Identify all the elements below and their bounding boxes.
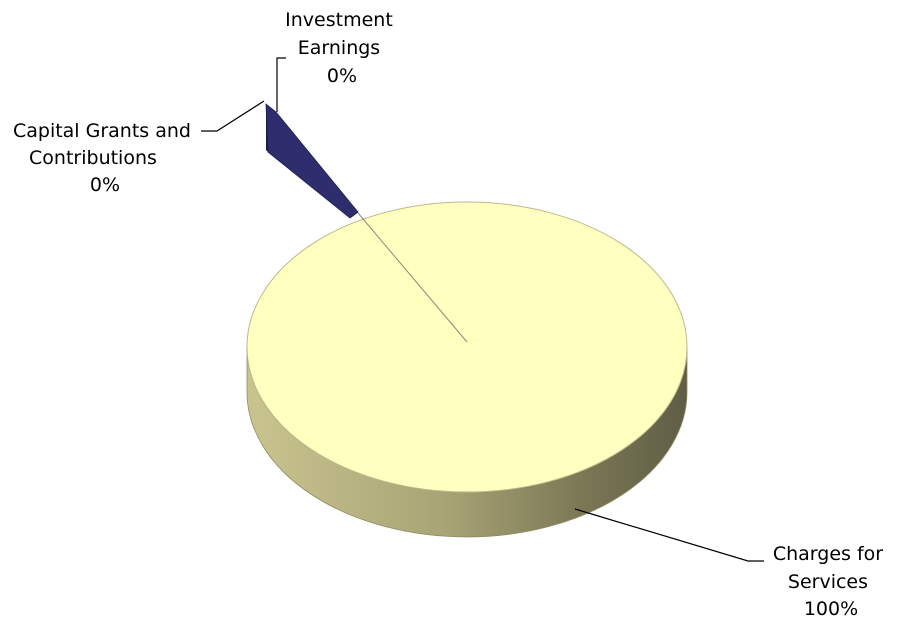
leader-line-capital-grants: [201, 100, 265, 132]
slice-capital-grants: [266, 104, 268, 152]
slice-divider-line: [357, 212, 468, 343]
pie-slices: [246, 103, 688, 538]
leader-line-investment-earnings: [276, 57, 286, 112]
leader-lines: [201, 57, 764, 562]
slice-investment-earnings: [265, 103, 359, 219]
label-charges-for-services: Charges for Services 100%: [773, 543, 889, 620]
data-labels: Investment Earnings 0% Capital Grants an…: [13, 9, 889, 620]
label-capital-grants: Capital Grants and Contributions 0%: [13, 120, 197, 196]
leader-line-charges-for-services: [574, 508, 764, 562]
slice-charges-for-services: [246, 201, 688, 493]
label-investment-earnings: Investment Earnings 0%: [285, 9, 399, 87]
